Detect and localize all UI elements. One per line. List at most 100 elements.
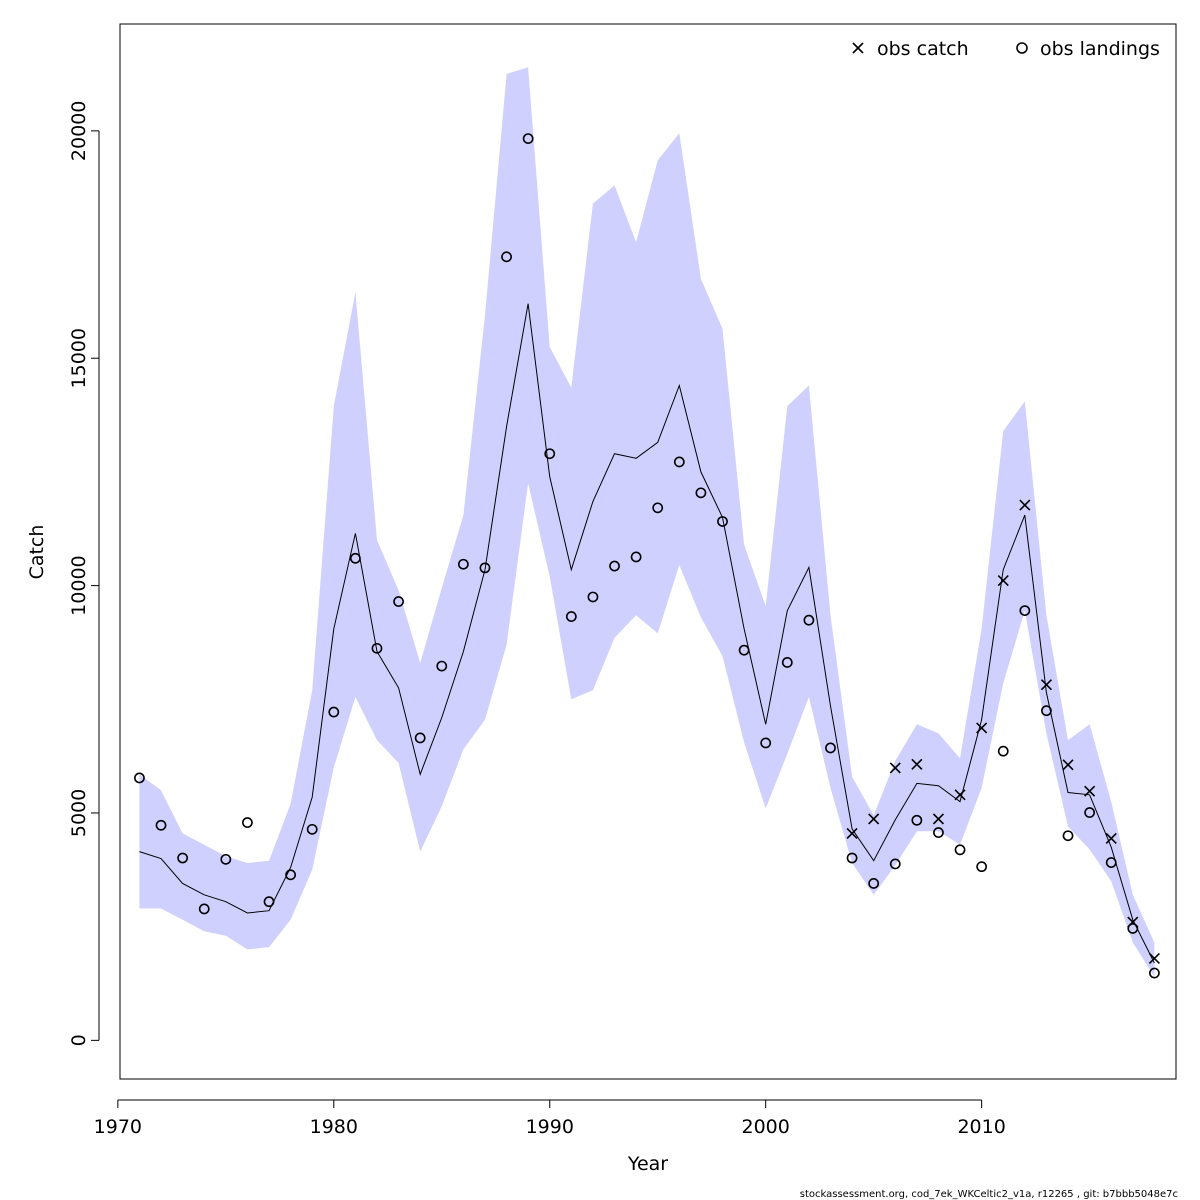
obs-landings-point [220, 853, 232, 865]
obs-landings-point [565, 611, 577, 622]
legend-label-obs-catch: obs catch [877, 38, 969, 60]
obs-landings-point [803, 614, 815, 626]
obs-catch-stroke [868, 813, 880, 825]
y-tick-label: 15000 [68, 328, 90, 388]
y-tick-label: 0 [68, 1034, 90, 1046]
obs-catch-stroke [1062, 759, 1074, 771]
y-tick-label: 5000 [68, 789, 90, 837]
obs-landings-point [457, 558, 469, 570]
obs-catch-point [1040, 679, 1052, 691]
obs-landings-point [717, 516, 728, 527]
obs-landings-point [242, 817, 253, 828]
obs-catch-stroke [997, 575, 1009, 587]
obs-catch-point [1105, 832, 1117, 845]
y-axis: 0 5000 10000 15000 20000 [68, 101, 100, 1046]
obs-landings-point [198, 903, 210, 915]
obs-landings-point [760, 737, 772, 749]
y-tick-label: 10000 [68, 555, 90, 615]
x-axis: 1970 1980 1990 2000 2010 [94, 1099, 1006, 1138]
obs-catch-stroke [911, 758, 923, 770]
obs-landings-point [544, 448, 556, 460]
obs-landings-point [1127, 923, 1139, 934]
obs-landings-point [1149, 967, 1160, 979]
obs-landings-point [349, 552, 361, 564]
obs-landings-point [328, 706, 340, 718]
obs-landings-point [1019, 605, 1031, 617]
x-tick-label: 1980 [310, 1116, 358, 1138]
x-axis-title: Year [627, 1153, 668, 1175]
obs-landings-point [587, 591, 599, 603]
plot-frame [119, 23, 1177, 1080]
obs-landings-point [479, 562, 491, 574]
obs-catch-stroke [1148, 952, 1160, 965]
obs-catch-stroke [1084, 785, 1096, 797]
confidence-band [139, 67, 1155, 977]
obs-catch-stroke [1040, 679, 1052, 691]
obs-catch-point [1084, 785, 1096, 797]
obs-catch-point [976, 722, 988, 734]
obs-catch-stroke [1019, 499, 1031, 511]
footer-credit: stockassessment.org, cod_7ek_WKCeltic2_v… [800, 1189, 1178, 1200]
obs-catch-point [932, 813, 945, 825]
obs-catch-point [911, 758, 923, 770]
obs-landings-point [501, 251, 512, 263]
legend-cross-icon [852, 42, 864, 54]
obs-landings-point [652, 502, 664, 514]
obs-landings-point [285, 869, 297, 881]
obs-landings-point [436, 660, 448, 672]
obs-catch-stroke [954, 789, 966, 801]
obs-catch-point [868, 813, 880, 825]
obs-catch-stroke [932, 813, 945, 825]
obs-landings-point [155, 819, 167, 831]
legend: obs catch obs landings [852, 38, 1160, 60]
obs-landings-point [630, 551, 642, 563]
y-axis-title: Catch [26, 525, 48, 580]
obs-landings-point [954, 844, 966, 856]
obs-landings-point [1105, 857, 1117, 868]
estimate-line [139, 303, 1155, 964]
obs-catch-stroke [846, 827, 858, 840]
obs-landings-point [781, 657, 793, 668]
obs-catch-point [1148, 952, 1160, 965]
obs-landings-point [976, 861, 988, 873]
obs-landings-point [177, 852, 189, 864]
obs-catch-point [997, 575, 1009, 587]
y-tick-label: 20000 [68, 101, 90, 161]
obs-landings-point [1041, 705, 1052, 717]
obs-landings-point [1084, 807, 1096, 818]
obs-catch-stroke [1105, 832, 1117, 845]
obs-landings-point [393, 596, 404, 607]
obs-landings-point [933, 827, 944, 838]
obs-landings-point [911, 814, 923, 826]
obs-landings-point [609, 560, 620, 572]
confidence-band-layer [139, 67, 1155, 977]
obs-catch-point [954, 789, 966, 801]
x-tick-label: 2000 [742, 1116, 790, 1138]
obs-landings-point [868, 878, 880, 889]
obs-catch-stroke [976, 722, 988, 734]
legend-circle-icon [1016, 42, 1028, 54]
obs-landings-point [306, 823, 318, 835]
obs-catch-point [1019, 499, 1031, 511]
obs-landings-point [134, 772, 145, 784]
obs-catch-point [1062, 759, 1074, 771]
obs-landings-point [825, 742, 836, 754]
obs-catch-point [889, 762, 901, 774]
x-tick-label: 1970 [94, 1116, 142, 1138]
obs-landings-point [997, 745, 1009, 757]
observation-points-layer [134, 133, 1160, 979]
obs-landings-point [738, 644, 750, 656]
obs-landings-point [371, 642, 383, 654]
estimate-line-layer [139, 303, 1155, 964]
obs-landings-point [673, 456, 685, 468]
obs-landings-point [263, 896, 275, 908]
obs-catch-point [846, 827, 858, 840]
obs-landings-point [414, 732, 426, 744]
x-tick-label: 2010 [957, 1116, 1005, 1138]
legend-label-obs-landings: obs landings [1040, 38, 1160, 60]
obs-landings-point [889, 858, 901, 870]
x-tick-label: 1990 [526, 1116, 574, 1138]
obs-landings-point [695, 487, 707, 499]
obs-landings-point [846, 852, 858, 864]
